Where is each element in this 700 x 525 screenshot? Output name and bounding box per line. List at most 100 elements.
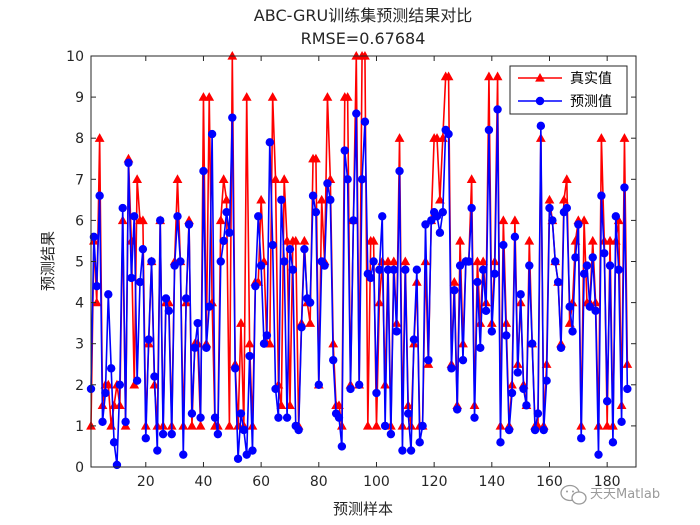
data-point bbox=[349, 216, 358, 225]
data-point bbox=[98, 417, 107, 426]
data-point bbox=[582, 261, 592, 270]
y-axis-label: 预测结果 bbox=[39, 231, 57, 291]
data-point bbox=[620, 183, 629, 192]
data-point bbox=[104, 290, 113, 299]
data-point bbox=[320, 261, 329, 270]
data-point bbox=[251, 281, 260, 291]
data-point bbox=[181, 294, 191, 303]
data-point bbox=[158, 429, 168, 439]
y-axis: 0 1 2 3 4 5 6 7 8 9 10 bbox=[66, 49, 636, 476]
legend: 真实值 预测值 bbox=[509, 65, 628, 115]
y-tick-label: 8 bbox=[75, 131, 84, 147]
y-tick-label: 7 bbox=[75, 172, 84, 188]
data-point bbox=[394, 133, 405, 142]
data-point bbox=[559, 194, 569, 204]
data-point bbox=[224, 420, 235, 430]
data-point bbox=[490, 269, 499, 279]
data-point bbox=[527, 339, 537, 348]
data-point bbox=[95, 191, 104, 200]
data-point bbox=[608, 438, 618, 447]
data-point bbox=[153, 446, 162, 455]
data-point bbox=[579, 269, 589, 279]
data-point bbox=[450, 286, 459, 295]
data-point bbox=[571, 253, 580, 262]
data-point bbox=[368, 235, 379, 245]
data-point bbox=[288, 265, 298, 274]
data-point bbox=[184, 220, 194, 229]
y-tick-label: 0 bbox=[75, 460, 84, 476]
x-tick-label: 120 bbox=[421, 474, 448, 490]
data-point bbox=[161, 294, 171, 303]
data-point bbox=[519, 384, 528, 394]
data-point bbox=[544, 194, 555, 204]
data-point bbox=[502, 331, 511, 340]
data-point bbox=[89, 232, 99, 242]
data-point bbox=[198, 92, 209, 101]
data-point bbox=[115, 380, 125, 389]
x-tick-label: 40 bbox=[195, 474, 213, 490]
data-point bbox=[245, 351, 254, 361]
data-point bbox=[362, 420, 373, 430]
data-point bbox=[314, 380, 324, 389]
data-point bbox=[248, 446, 257, 455]
data-point bbox=[132, 174, 143, 183]
data-point bbox=[221, 194, 232, 204]
data-point bbox=[334, 400, 344, 410]
data-point bbox=[375, 265, 384, 274]
legend-box bbox=[509, 65, 628, 115]
data-point bbox=[594, 450, 603, 459]
x-tick-label: 100 bbox=[363, 474, 390, 490]
data-point bbox=[473, 277, 482, 287]
data-point bbox=[326, 195, 335, 205]
data-point bbox=[476, 343, 485, 353]
data-point bbox=[311, 207, 321, 217]
data-point bbox=[481, 306, 491, 316]
watermark: 天天Matlab bbox=[560, 484, 660, 505]
data-point bbox=[340, 146, 349, 155]
data-point bbox=[135, 277, 145, 287]
data-point bbox=[588, 253, 597, 262]
data-point bbox=[268, 240, 277, 250]
data-point bbox=[92, 281, 101, 291]
data-point bbox=[279, 174, 290, 183]
watermark-text: 天天Matlab bbox=[590, 487, 660, 502]
data-point bbox=[611, 212, 621, 221]
data-point bbox=[173, 212, 182, 221]
data-point bbox=[138, 215, 148, 225]
legend-marks bbox=[518, 72, 562, 106]
data-point bbox=[561, 174, 572, 183]
data-point bbox=[216, 257, 225, 266]
data-point bbox=[342, 92, 353, 101]
data-point bbox=[124, 158, 133, 168]
data-point bbox=[591, 306, 600, 316]
data-point bbox=[409, 335, 419, 344]
data-point bbox=[300, 244, 309, 254]
data-point bbox=[435, 194, 445, 204]
data-point bbox=[392, 327, 401, 336]
data-point bbox=[536, 121, 546, 131]
data-point bbox=[617, 417, 626, 426]
data-point bbox=[196, 413, 205, 422]
data-point bbox=[254, 212, 263, 221]
data-point bbox=[280, 257, 289, 266]
data-point bbox=[156, 216, 165, 225]
data-point bbox=[510, 215, 520, 225]
data-point bbox=[427, 216, 436, 225]
data-point bbox=[467, 203, 476, 213]
data-point bbox=[507, 388, 517, 398]
data-point bbox=[352, 109, 361, 118]
x-axis-label: 预测样本 bbox=[333, 500, 393, 518]
data-point bbox=[242, 450, 251, 459]
data-point bbox=[388, 256, 399, 266]
data-point bbox=[602, 420, 613, 430]
data-point bbox=[470, 413, 479, 422]
data-point bbox=[556, 343, 566, 353]
data-point bbox=[94, 133, 105, 142]
data-point bbox=[187, 409, 197, 418]
data-point bbox=[504, 425, 514, 435]
data-point bbox=[539, 425, 548, 435]
data-point bbox=[285, 244, 295, 254]
data-point bbox=[274, 413, 283, 422]
data-point bbox=[415, 438, 424, 447]
data-point bbox=[492, 71, 503, 81]
